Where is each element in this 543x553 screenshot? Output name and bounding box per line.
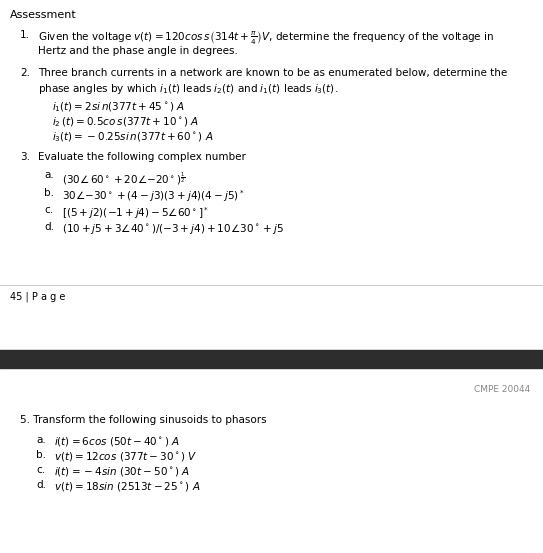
Text: Evaluate the following complex number: Evaluate the following complex number [38, 152, 246, 162]
Text: 3.: 3. [20, 152, 30, 162]
Text: 45 | P a g e: 45 | P a g e [10, 292, 65, 302]
Text: $i_2\,(t) = 0.5co\,s\left(377t + 10^\circ\right)\ A$: $i_2\,(t) = 0.5co\,s\left(377t + 10^\cir… [52, 115, 199, 129]
Text: phase angles by which $i_1(t)$ leads $i_2(t)$ and $i_1(t)$ leads $i_3(t)$.: phase angles by which $i_1(t)$ leads $i_… [38, 82, 338, 96]
Text: Three branch currents in a network are known to be as enumerated below, determin: Three branch currents in a network are k… [38, 68, 507, 78]
Text: Assessment: Assessment [10, 10, 77, 20]
Text: $30\angle{-30}^\circ + (4-j3)(3+j4)(4-j5)^*$: $30\angle{-30}^\circ + (4-j3)(3+j4)(4-j5… [62, 188, 244, 204]
Text: $v(t) = 18sin\ (2513t - 25^\circ)\ A$: $v(t) = 18sin\ (2513t - 25^\circ)\ A$ [54, 480, 200, 493]
Text: $i(t) = -4sin\ (30t - 50^\circ)\ A$: $i(t) = -4sin\ (30t - 50^\circ)\ A$ [54, 465, 190, 478]
Text: Hertz and the phase angle in degrees.: Hertz and the phase angle in degrees. [38, 46, 238, 56]
Text: b.: b. [44, 188, 54, 198]
Text: 5. Transform the following sinusoids to phasors: 5. Transform the following sinusoids to … [20, 415, 267, 425]
Text: $i(t) = 6cos\ (50t - 40^\circ)\ A$: $i(t) = 6cos\ (50t - 40^\circ)\ A$ [54, 435, 180, 448]
Text: 2.: 2. [20, 68, 30, 78]
Text: d.: d. [44, 222, 54, 232]
Text: Given the voltage $v(t) = 120cos\,s\left(314t + \frac{\pi}{4}\right)V$, determin: Given the voltage $v(t) = 120cos\,s\left… [38, 30, 494, 47]
Text: $\left(30\angle\,60^\circ + 20\angle{-20}^\circ\right)^{\frac{1}{2}}$: $\left(30\angle\,60^\circ + 20\angle{-20… [62, 170, 186, 187]
Text: c.: c. [36, 465, 45, 475]
Text: c.: c. [44, 205, 53, 215]
Text: a.: a. [44, 170, 54, 180]
Text: a.: a. [36, 435, 46, 445]
Text: d.: d. [36, 480, 46, 490]
Text: $i_3(t) = -0.25si\,n\left(377t + 60^\circ\right)\ A$: $i_3(t) = -0.25si\,n\left(377t + 60^\cir… [52, 130, 214, 144]
Text: $(10+j5+3\angle 40^\circ)/(-3+j4) + 10\angle 30^\circ + j5$: $(10+j5+3\angle 40^\circ)/(-3+j4) + 10\a… [62, 222, 284, 236]
Text: $i_1(t) = 2si\,n\left(377t + 45^\circ\right)\ A$: $i_1(t) = 2si\,n\left(377t + 45^\circ\ri… [52, 100, 185, 113]
Text: $\left[(5+j2)(-1+j4) - 5\angle 60^\circ\right]^*$: $\left[(5+j2)(-1+j4) - 5\angle 60^\circ\… [62, 205, 209, 221]
Text: b.: b. [36, 450, 46, 460]
Text: 1.: 1. [20, 30, 30, 40]
Text: $v(t) = 12cos\ (377t - 30^\circ)\ V$: $v(t) = 12cos\ (377t - 30^\circ)\ V$ [54, 450, 198, 463]
Text: CMPE 20044: CMPE 20044 [473, 385, 530, 394]
